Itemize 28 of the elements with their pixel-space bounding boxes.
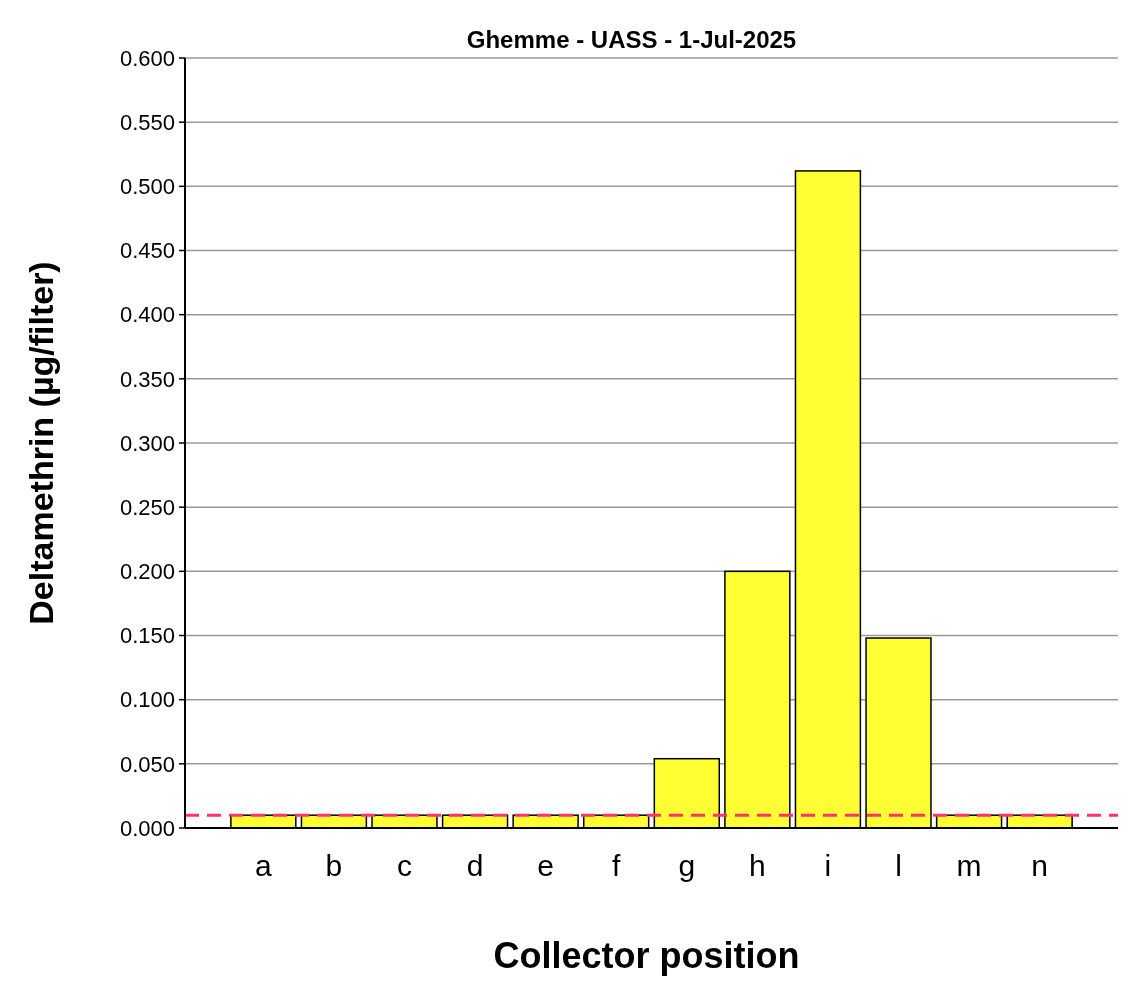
y-tick-label: 0.350 xyxy=(119,366,175,392)
y-axis-title: Deltamethrin (µg/filter) xyxy=(22,261,60,625)
x-tick-label: l xyxy=(895,849,902,882)
x-axis-title: Collector position xyxy=(493,935,800,976)
x-tick-label: b xyxy=(325,849,343,882)
y-tick-label: 0.200 xyxy=(119,559,175,585)
x-tick-label: f xyxy=(612,849,622,882)
y-tick-label: 0.450 xyxy=(119,238,175,264)
y-tick-label: 0.550 xyxy=(119,109,175,135)
x-tick-label: h xyxy=(749,849,766,882)
y-tick-label: 0.250 xyxy=(119,494,175,520)
y-tick-label: 0.150 xyxy=(119,623,175,649)
y-tick-label: 0.300 xyxy=(119,430,175,456)
y-tick-label: 0.600 xyxy=(119,45,175,71)
x-tick-label: e xyxy=(537,849,554,882)
x-tick-label: d xyxy=(466,849,484,882)
y-tick-label: 0.500 xyxy=(119,174,175,200)
x-tick-label: g xyxy=(678,849,696,882)
y-tick-label: 0.100 xyxy=(119,687,175,713)
y-tick-label: 0.050 xyxy=(119,751,175,777)
y-tick-label: 0.000 xyxy=(119,815,175,841)
x-tick-label: c xyxy=(396,849,412,882)
x-tick-label: i xyxy=(824,849,832,882)
chart-title: Ghemme - UASS - 1-Jul-2025 xyxy=(466,26,797,53)
x-tick-label: n xyxy=(1031,849,1049,882)
x-tick-label: a xyxy=(254,849,272,882)
y-tick-label: 0.400 xyxy=(119,302,175,328)
x-tick-label: m xyxy=(956,849,982,882)
